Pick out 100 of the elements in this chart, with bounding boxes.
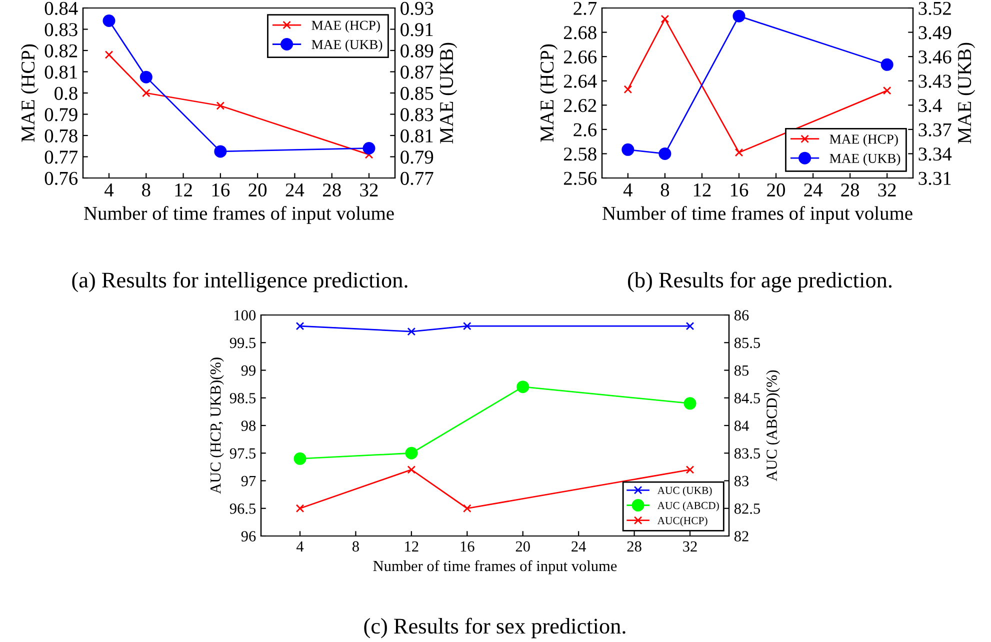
x-tick-label: 4 — [623, 184, 632, 196]
y2-axis-title: MAE (UKB) — [439, 42, 458, 144]
text: (c) Results for sex prediction. — [364, 618, 626, 638]
point — [296, 322, 304, 330]
x-tick-label: 32 — [878, 183, 896, 197]
y-tick-label: 0.8 — [54, 86, 78, 100]
legend-label: AUC (UKB) — [657, 486, 712, 496]
point — [405, 446, 418, 460]
y2-tick-label: 82 — [734, 531, 748, 542]
x-axis-title: Number of time frames of input volume — [84, 206, 394, 224]
y-axis-title: AUC (HCP, UKB)(%) — [210, 358, 224, 494]
y2-tick-label: 3.37 — [918, 123, 952, 136]
point — [216, 102, 225, 110]
y-tick-label: 0.83 — [44, 23, 78, 36]
y2-axis-title: AUC (ABCD)(%) — [766, 370, 780, 482]
x-tick-label: 20 — [248, 183, 267, 197]
point — [732, 10, 746, 22]
x-tick-label: 24 — [572, 541, 586, 552]
x-tick-label: 8 — [660, 183, 670, 197]
point — [462, 322, 472, 330]
y2-tick-label: 85 — [734, 365, 749, 376]
point — [407, 466, 416, 474]
x-tick-label: 28 — [627, 541, 642, 552]
y-tick-label: 0.78 — [44, 129, 78, 143]
y2-tick-label: 0.89 — [400, 44, 434, 58]
y2-tick-label: 3.34 — [918, 148, 952, 161]
y2-tick-label: 0.77 — [400, 172, 434, 186]
y2-tick-label: 84 — [734, 420, 749, 431]
legend-label: MAE (UKB) — [830, 153, 900, 166]
point — [296, 504, 304, 513]
point — [140, 70, 152, 84]
x-axis-title: Number of time frames of input volume — [373, 560, 617, 574]
y2-tick-label: 0.81 — [400, 129, 433, 143]
point — [658, 147, 672, 160]
x-tick-label: 24 — [286, 183, 304, 196]
y-tick-label: 2.62 — [564, 99, 596, 112]
point — [516, 380, 530, 394]
y-tick-label: 2.66 — [564, 50, 597, 64]
y-tick-label: 0.81 — [44, 66, 77, 79]
x-tick-label: 8 — [352, 541, 359, 552]
y-tick-label: 0.84 — [44, 2, 78, 16]
y-axis-title: MAE (HCP) — [20, 44, 39, 142]
legend-label: AUC (ABCD) — [657, 502, 719, 512]
y2-tick-label: 85.5 — [734, 338, 760, 348]
point — [882, 86, 892, 95]
x-tick-label: 4 — [104, 184, 114, 196]
y2-tick-label: 0.91 — [400, 23, 433, 36]
y2-tick-label: 82.5 — [734, 504, 760, 514]
y-tick-label: 96.5 — [230, 504, 256, 514]
point — [624, 85, 632, 94]
point — [734, 148, 744, 157]
y2-tick-label: 84.5 — [734, 393, 760, 404]
point — [407, 327, 416, 336]
point — [622, 143, 634, 156]
point — [102, 14, 116, 27]
y-tick-label: 99.5 — [230, 338, 256, 348]
y-tick-label: 2.68 — [564, 26, 596, 40]
y-tick-label: 97.5 — [230, 448, 256, 459]
y-tick-label: 0.77 — [44, 150, 78, 164]
legend-label: AUC(HCP) — [657, 516, 708, 526]
x-tick-label: 20 — [767, 183, 785, 197]
y-tick-label: 0.79 — [44, 108, 78, 122]
point — [462, 504, 472, 513]
x-axis-title: Number of time frames of input volume — [602, 206, 912, 224]
point — [880, 58, 894, 71]
point — [362, 142, 376, 154]
x-tick-label: 28 — [322, 183, 341, 197]
y2-tick-label: 3.52 — [918, 2, 951, 16]
y2-tick-label: 0.83 — [400, 108, 434, 122]
y-tick-label: 98 — [241, 420, 256, 431]
y2-tick-label: 3.31 — [918, 172, 951, 186]
y-tick-label: 2.64 — [564, 74, 597, 88]
point — [684, 397, 696, 410]
legend-label: MAE (HCP) — [830, 134, 898, 147]
point — [104, 50, 114, 59]
x-tick-label: 16 — [460, 541, 474, 552]
point — [214, 145, 227, 158]
legend-label: MAE (UKB) — [312, 40, 382, 52]
text: (b) Results for age prediction. — [628, 272, 892, 292]
x-tick-label: 12 — [175, 183, 192, 196]
y2-tick-label: 86 — [734, 310, 749, 320]
x-tick-label: 20 — [516, 541, 530, 552]
point — [294, 452, 306, 465]
y2-tick-label: 3.46 — [918, 50, 952, 64]
x-tick-label: 32 — [683, 541, 697, 552]
y-tick-label: 100 — [234, 310, 256, 320]
y-tick-label: 0.82 — [44, 44, 78, 58]
y-tick-label: 2.58 — [564, 148, 596, 161]
y2-tick-label: 3.49 — [918, 26, 952, 40]
point — [686, 322, 694, 330]
y2-tick-label: 3.4 — [918, 99, 942, 112]
x-tick-label: 8 — [142, 183, 150, 197]
point — [686, 466, 694, 474]
y2-tick-label: 0.85 — [400, 86, 434, 100]
y2-tick-label: 83.5 — [734, 448, 760, 459]
text: (a) Results for intelligence prediction. — [72, 272, 408, 292]
y-tick-label: 98.5 — [230, 393, 256, 404]
y2-tick-label: 83 — [734, 476, 749, 486]
x-tick-label: 32 — [360, 183, 378, 197]
x-tick-label: 12 — [405, 541, 418, 552]
